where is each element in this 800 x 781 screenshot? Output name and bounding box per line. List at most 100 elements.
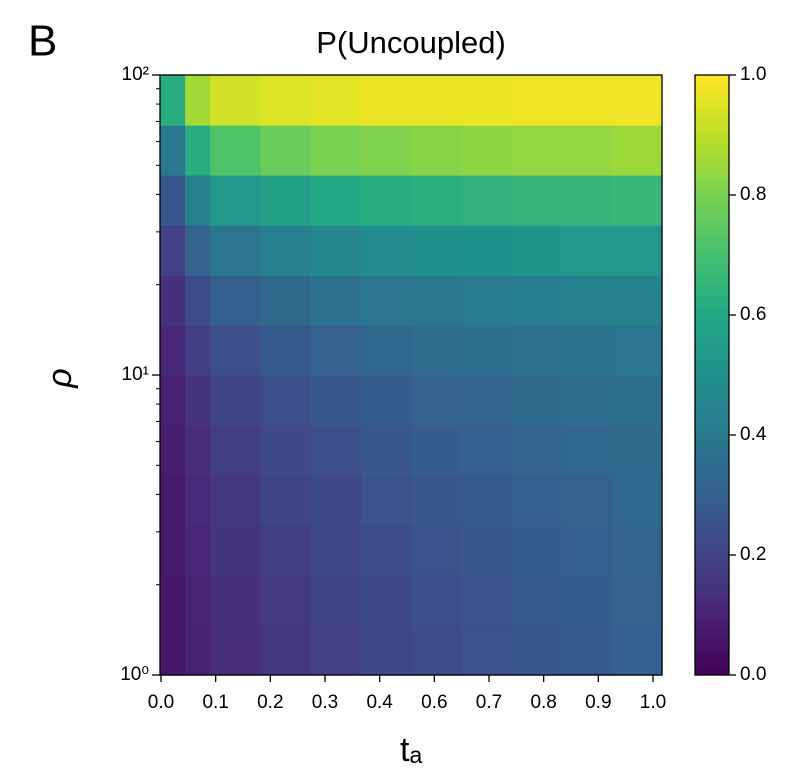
y-tick-label: 10² — [122, 64, 149, 85]
heatmap-cell — [411, 125, 462, 176]
colorbar-tick-label: 0.2 — [740, 544, 766, 565]
heatmap-cell — [411, 525, 462, 576]
heatmap-cell — [461, 275, 512, 326]
heatmap-cell — [310, 75, 362, 126]
heatmap-cell — [160, 125, 186, 176]
heatmap-cell — [310, 624, 362, 676]
heatmap-cell — [411, 275, 462, 326]
heatmap-cell — [511, 375, 563, 426]
heatmap-cell — [561, 324, 613, 376]
heatmap-cell — [461, 375, 512, 426]
heatmap-cell — [511, 275, 563, 326]
heatmap-cell — [411, 475, 462, 526]
heatmap-cell — [461, 125, 512, 176]
x-tick-label: 0.2 — [257, 692, 283, 713]
heatmap-cell — [260, 525, 312, 576]
heatmap-cell — [411, 575, 462, 626]
heatmap-cell — [611, 225, 663, 276]
x-tick-label: 0.9 — [585, 692, 611, 713]
heatmap-cell — [360, 225, 412, 276]
heatmap-cell — [310, 575, 362, 626]
heatmap-cell — [561, 75, 613, 126]
heatmap-cell — [210, 75, 261, 126]
heatmap-cell — [310, 275, 362, 326]
heatmap-cell — [360, 375, 412, 426]
heatmap-cell — [360, 624, 412, 676]
heatmap-cell — [185, 75, 211, 126]
heatmap-cell — [561, 525, 613, 576]
colorbar — [694, 74, 730, 676]
heatmap-cell — [185, 324, 211, 376]
heatmap-cell — [260, 125, 312, 176]
heatmap-cell — [611, 75, 663, 126]
heatmap-cell — [160, 275, 186, 326]
heatmap-cell — [411, 375, 462, 426]
heatmap-cell — [461, 624, 512, 676]
heatmap-cell — [561, 475, 613, 526]
heatmap-cell — [511, 575, 563, 626]
heatmap-cell — [611, 324, 663, 376]
heatmap-cell — [360, 275, 412, 326]
heatmap-cell — [210, 475, 261, 526]
heatmap-cell — [185, 125, 211, 176]
heatmap-cell — [260, 175, 312, 226]
heatmap-cell — [360, 525, 412, 576]
heatmap-cell — [561, 275, 613, 326]
heatmap-cell — [160, 624, 186, 676]
x-axis-label: tₐ — [400, 731, 422, 769]
colorbar-tick-label: 0.8 — [740, 184, 766, 205]
y-axis-label: ρ — [41, 368, 79, 388]
heatmap-cell — [511, 425, 563, 476]
heatmap-cell — [160, 575, 186, 626]
heatmap-cell — [210, 324, 261, 376]
x-tick-label: 0.8 — [530, 692, 556, 713]
heatmap-cell — [511, 225, 563, 276]
heatmap-cell — [310, 375, 362, 426]
heatmap-cell — [210, 624, 261, 676]
heatmap-cell — [611, 575, 663, 626]
heatmap-cell — [260, 275, 312, 326]
heatmap-cell — [160, 75, 186, 126]
heatmap-cell — [611, 475, 663, 526]
heatmap-cell — [310, 225, 362, 276]
heatmap-cell — [511, 525, 563, 576]
heatmap-cell — [561, 175, 613, 226]
heatmap-cell — [210, 375, 261, 426]
heatmap-cell — [260, 575, 312, 626]
heatmap-cell — [561, 225, 613, 276]
heatmap-cell — [511, 175, 563, 226]
colorbar-tick-label: 0.0 — [740, 664, 766, 685]
heatmap-cell — [185, 425, 211, 476]
heatmap-cell — [310, 324, 362, 376]
heatmap-cell — [511, 324, 563, 376]
heatmap-cell — [561, 425, 613, 476]
heatmap-cell — [260, 425, 312, 476]
heatmap-cell — [611, 125, 663, 176]
heatmap-cell — [185, 475, 211, 526]
x-tick-label: 0.1 — [202, 692, 228, 713]
heatmap-cell — [260, 624, 312, 676]
heatmap-cell — [310, 175, 362, 226]
x-tick-label: 0.3 — [312, 692, 338, 713]
chart-title: P(Uncoupled) — [316, 25, 506, 60]
heatmap-cell — [310, 125, 362, 176]
heatmap-cell — [160, 475, 186, 526]
heatmap-cell — [310, 425, 362, 476]
heatmap-cell — [210, 275, 261, 326]
colorbar-tick-label: 1.0 — [740, 64, 766, 85]
heatmap-cell — [185, 575, 211, 626]
panel-label: B — [28, 17, 57, 66]
heatmap-cell — [511, 125, 563, 176]
heatmap-cell — [561, 575, 613, 626]
heatmap-cell — [461, 225, 512, 276]
heatmap-cell — [260, 324, 312, 376]
heatmap-cell — [160, 175, 186, 226]
heatmap-cell — [611, 525, 663, 576]
heatmap-cell — [210, 525, 261, 576]
heatmap-cell — [360, 425, 412, 476]
heatmap-cell — [461, 175, 512, 226]
heatmap-cell — [260, 375, 312, 426]
heatmap-cell — [511, 75, 563, 126]
heatmap-cell — [185, 175, 211, 226]
